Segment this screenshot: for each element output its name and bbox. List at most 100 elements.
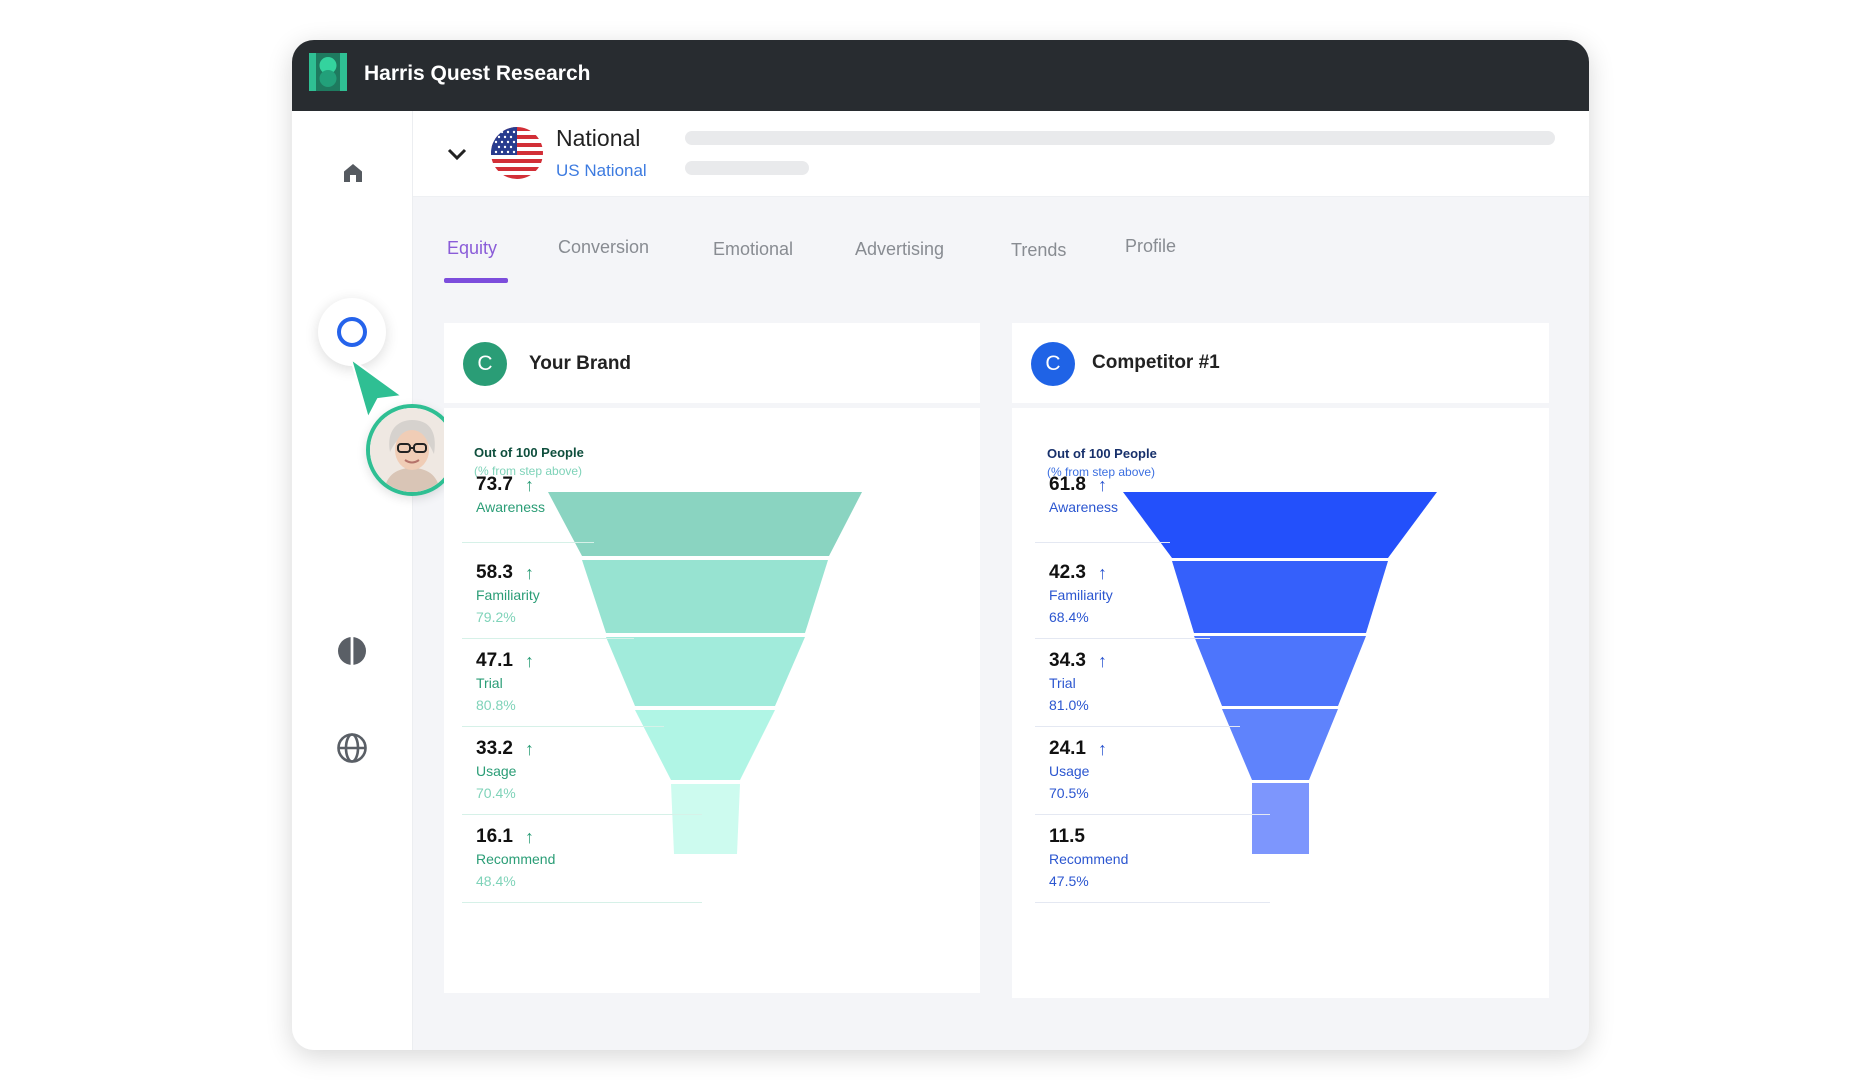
globe-icon — [337, 733, 367, 763]
step-value: 16.1 ↑ — [476, 826, 716, 848]
brand-funnel-card: Out of 100 People (% from step above) 73… — [444, 408, 980, 993]
step-value: 47.1 ↑ — [476, 650, 716, 672]
funnel-segment-awareness[interactable] — [548, 492, 862, 556]
funnel-segment-familiarity[interactable] — [1172, 561, 1388, 633]
funnel-segment-recommend[interactable] — [1252, 783, 1309, 854]
step-value-number: 11.5 — [1049, 826, 1085, 847]
row-divider — [462, 726, 664, 727]
step-value: 33.2 ↑ — [476, 738, 716, 760]
contrast-icon — [338, 637, 366, 665]
step-value: 58.3 ↑ — [476, 562, 716, 584]
brand-name: Your Brand — [529, 353, 632, 374]
step-value: 73.7 ↑ — [476, 474, 716, 496]
avatar[interactable] — [366, 404, 458, 496]
funnel-step-awareness: 61.8 ↑ Awareness — [1049, 474, 1289, 515]
funnel-step-familiarity: 58.3 ↑ Familiarity 79.2% — [476, 562, 716, 625]
sidebar-item-contrast[interactable] — [335, 634, 369, 668]
sidebar-item-active[interactable] — [318, 298, 386, 366]
brand-card-header: C Your Brand — [444, 323, 980, 403]
step-value-number: 58.3 — [476, 562, 513, 583]
step-conversion-percent: 81.0% — [1049, 697, 1089, 713]
step-label: Awareness — [1049, 499, 1119, 515]
harris-logo-icon — [309, 53, 347, 91]
funnel-step-awareness: 73.7 ↑ Awareness — [476, 474, 716, 515]
tab-profile[interactable]: Profile — [1125, 236, 1177, 256]
row-divider — [1035, 814, 1270, 815]
step-value: 42.3 ↑ — [1049, 562, 1289, 584]
us-flag-icon — [491, 127, 543, 179]
competitor-card-header: C Competitor #1 — [1012, 323, 1549, 403]
step-label: Usage — [1049, 763, 1090, 779]
tab-trends[interactable]: Trends — [1011, 240, 1067, 260]
step-conversion-percent: 70.4% — [476, 785, 516, 801]
tab-equity[interactable]: Equity — [447, 238, 498, 258]
out-of-subtitle: (% from step above) — [1047, 465, 1156, 479]
funnel-segment-usage[interactable] — [1222, 709, 1338, 780]
step-value: 11.5 — [1049, 826, 1289, 848]
out-of-title: Out of 100 People — [474, 445, 584, 460]
funnel-segment-familiarity[interactable] — [582, 560, 828, 633]
tab-emotional[interactable]: Emotional — [713, 239, 794, 259]
loading-placeholder — [685, 161, 809, 175]
funnel-segment-recommend[interactable] — [671, 784, 740, 854]
up-arrow-icon: ↑ — [524, 826, 534, 847]
row-divider — [1035, 902, 1270, 903]
sidebar-item-globe[interactable] — [335, 731, 369, 765]
out-of-title: Out of 100 People — [1047, 446, 1157, 461]
funnel-segment-usage[interactable] — [635, 710, 775, 780]
pointer-cursor-icon — [349, 356, 405, 420]
step-label: Recommend — [476, 851, 556, 867]
step-label: Recommend — [1049, 851, 1129, 867]
up-arrow-icon: ↑ — [524, 562, 534, 583]
user-photo-icon — [370, 408, 454, 492]
row-divider — [462, 902, 702, 903]
tab-advertising[interactable]: Advertising — [855, 239, 945, 259]
funnel-segment-trial[interactable] — [606, 637, 805, 706]
competitor-letter-badge: C — [1031, 342, 1075, 386]
step-value-number: 73.7 — [476, 474, 513, 495]
step-label: Awareness — [476, 499, 546, 515]
region-header: National US National — [413, 111, 1589, 197]
brand-letter-badge: C — [463, 342, 507, 386]
funnel-step-trial: 34.3 ↑ Trial 81.0% — [1049, 650, 1289, 713]
row-divider — [1035, 726, 1240, 727]
up-arrow-icon: ↑ — [1097, 650, 1107, 671]
region-subtitle[interactable]: US National — [556, 161, 647, 180]
funnel-segment-trial[interactable] — [1194, 636, 1366, 706]
step-label: Trial — [1049, 675, 1076, 691]
chevron-down-icon[interactable] — [446, 146, 468, 162]
tab-conversion[interactable]: Conversion — [558, 237, 650, 257]
step-label: Trial — [476, 675, 503, 691]
app-window: Harris Quest Research — [292, 40, 1589, 1050]
app-title: Harris Quest Research — [364, 62, 591, 85]
funnel-step-usage: 24.1 ↑ Usage 70.5% — [1049, 738, 1289, 801]
step-label: Familiarity — [1049, 587, 1113, 603]
competitor-funnel-chart — [1123, 492, 1437, 854]
step-label: Usage — [476, 763, 517, 779]
funnel-step-recommend: 16.1 ↑ Recommend 48.4% — [476, 826, 716, 889]
step-value: 61.8 ↑ — [1049, 474, 1289, 496]
out-of-subtitle: (% from step above) — [474, 464, 583, 478]
funnel-segment-awareness[interactable] — [1123, 492, 1437, 558]
step-value-number: 34.3 — [1049, 650, 1086, 671]
title-bar: Harris Quest Research — [292, 40, 1589, 111]
step-label: Familiarity — [476, 587, 540, 603]
row-divider — [462, 542, 594, 543]
region-title: National — [556, 125, 641, 151]
step-value-number: 47.1 — [476, 650, 513, 671]
row-divider — [462, 814, 702, 815]
funnel-step-trial: 47.1 ↑ Trial 80.8% — [476, 650, 716, 713]
row-divider — [1035, 542, 1170, 543]
up-arrow-icon: ↑ — [524, 474, 534, 495]
step-value-number: 16.1 — [476, 826, 513, 847]
sidebar-item-home[interactable] — [336, 156, 370, 190]
step-conversion-percent: 70.5% — [1049, 785, 1089, 801]
up-arrow-icon: ↑ — [1097, 562, 1107, 583]
up-arrow-icon: ↑ — [1097, 738, 1107, 759]
step-conversion-percent: 80.8% — [476, 697, 516, 713]
step-value: 34.3 ↑ — [1049, 650, 1289, 672]
up-arrow-icon: ↑ — [1097, 474, 1107, 495]
step-value-number: 24.1 — [1049, 738, 1086, 759]
loading-placeholder — [685, 131, 1555, 145]
competitor-name: Competitor #1 — [1092, 352, 1220, 373]
